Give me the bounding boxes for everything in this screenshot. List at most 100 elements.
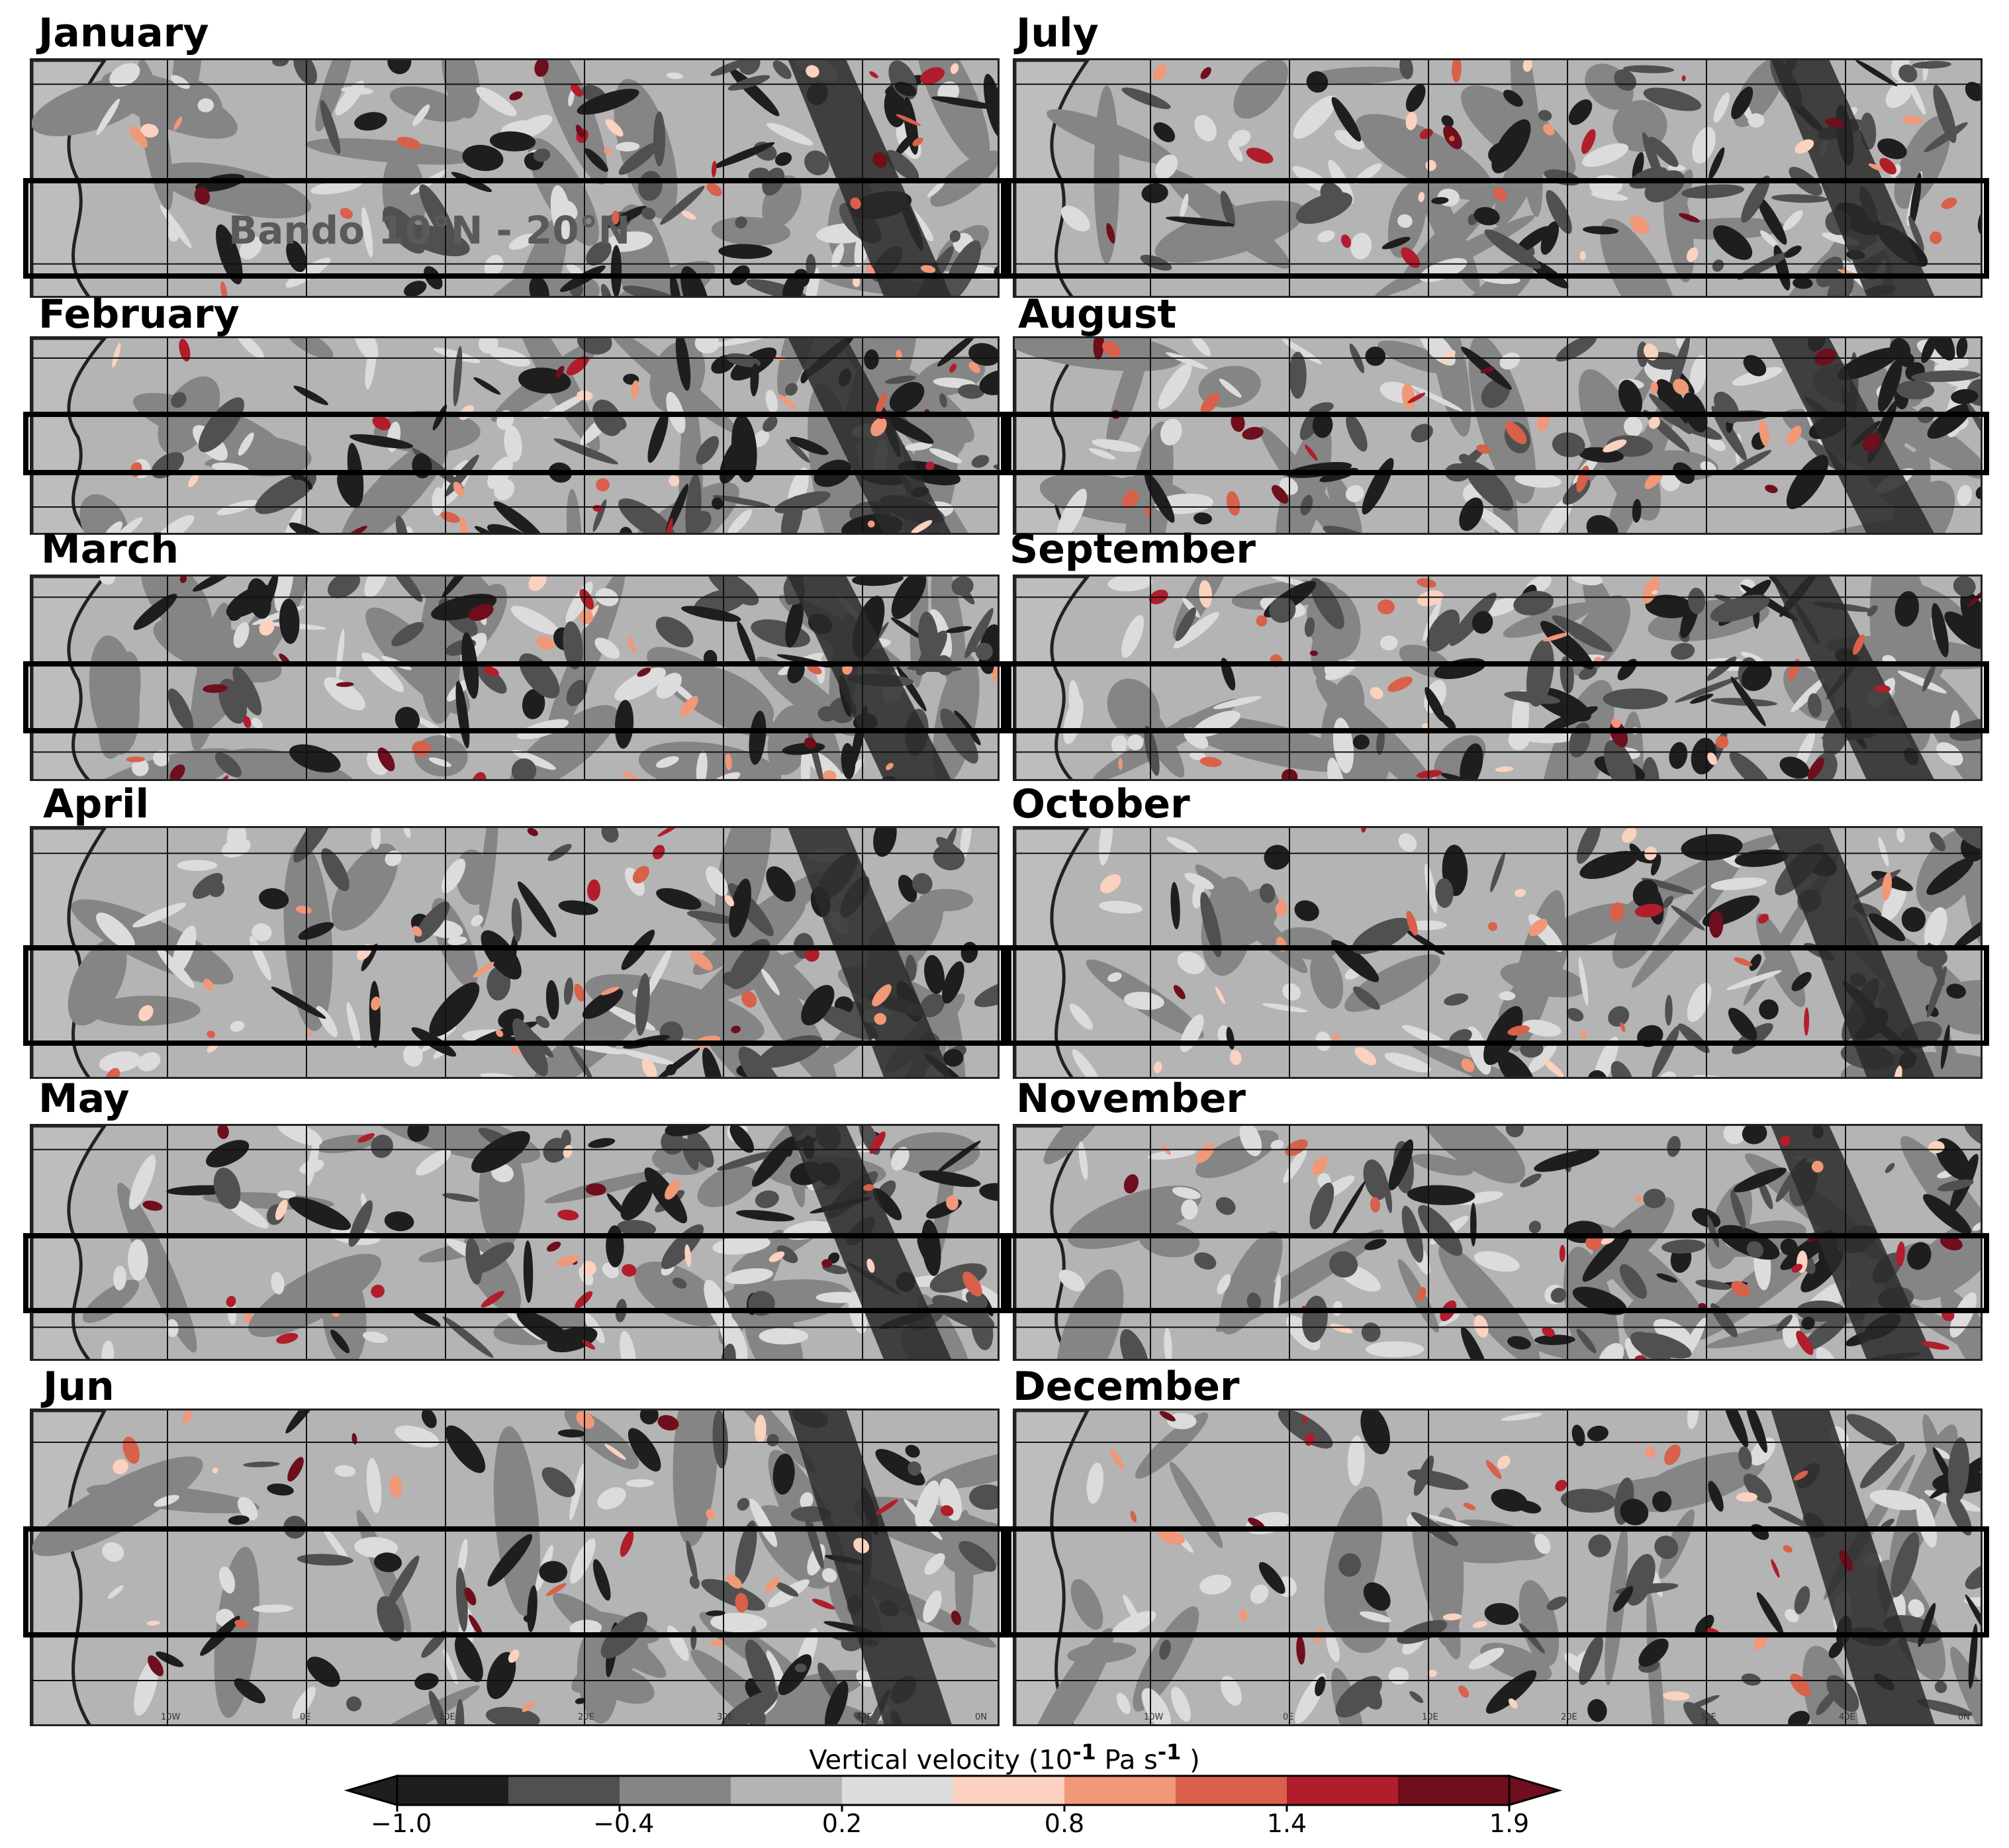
contour-region	[1571, 1424, 1585, 1447]
contour-region	[1643, 1188, 1666, 1209]
contour-region	[239, 236, 262, 259]
updraft-spot	[579, 610, 594, 625]
velocity-field	[1015, 60, 1981, 296]
contour-region	[1070, 1579, 1103, 1630]
contour-region	[243, 1461, 280, 1467]
contour-region	[852, 577, 904, 586]
contour-region	[1317, 230, 1335, 243]
contour-region	[706, 772, 741, 779]
updraft-spot	[1609, 721, 1628, 748]
contour-region	[1617, 659, 1638, 680]
coastline	[32, 1410, 107, 1724]
updraft-spot	[622, 1264, 637, 1277]
updraft-spot	[852, 276, 861, 287]
contour-region	[718, 1229, 786, 1344]
updraft-spot	[1645, 1446, 1656, 1457]
updraft-spot	[1285, 1139, 1308, 1156]
contour-region	[277, 1190, 297, 1199]
updraft-spot	[1311, 1156, 1328, 1176]
contour-region	[1949, 1292, 1977, 1338]
contour-region	[924, 954, 945, 994]
longitude-label: 40E	[1839, 1712, 1855, 1722]
updraft-spot	[1419, 128, 1433, 140]
contour-region	[1750, 1524, 1769, 1540]
updraft-spot	[850, 197, 861, 210]
contour-region	[1223, 888, 1280, 947]
contour-region	[889, 382, 925, 413]
contour-region	[831, 243, 845, 268]
contour-region	[718, 244, 772, 259]
updraft-spot	[1542, 632, 1570, 642]
colorbar-tick-label: −0.4	[593, 1809, 655, 1838]
contour-region	[1534, 1149, 1600, 1172]
updraft-spot	[724, 895, 735, 907]
updraft-spot	[1099, 874, 1121, 894]
panel-title: September	[1009, 526, 1256, 573]
colorbar-tick-label: 0.8	[1044, 1809, 1085, 1838]
contour-region	[1444, 993, 1469, 1006]
updraft-spot	[571, 83, 583, 97]
contour-region	[1338, 1553, 1362, 1577]
updraft-spot	[1555, 1479, 1567, 1492]
contour-region	[1250, 1584, 1269, 1604]
contour-region	[285, 1410, 323, 1434]
contour-region	[1642, 757, 1660, 779]
contour-region	[1576, 1328, 1597, 1354]
updraft-spot	[1771, 1559, 1780, 1578]
contour-region	[553, 438, 618, 465]
contour-region	[1911, 665, 1981, 779]
contour-region	[1302, 1295, 1328, 1343]
updraft-spot	[1275, 901, 1287, 916]
contour-region	[1180, 193, 1189, 219]
longitude-label: 10E	[1422, 1712, 1438, 1722]
updraft-spot	[1405, 112, 1417, 130]
updraft-spot	[1333, 1033, 1340, 1042]
contour-region	[353, 338, 379, 361]
updraft-spot	[585, 1183, 606, 1196]
updraft-spot	[371, 1284, 385, 1298]
contour-region	[533, 148, 551, 162]
contour-region	[786, 439, 810, 463]
contour-region	[1951, 389, 1979, 404]
updraft-spot	[276, 1332, 299, 1344]
contour-region	[1213, 696, 1262, 710]
contour-region	[1587, 1425, 1609, 1442]
contour-region	[1646, 1591, 1665, 1724]
contour-region	[412, 104, 430, 126]
contour-region	[286, 338, 334, 359]
updraft-spot	[1387, 676, 1413, 692]
contour-region	[1310, 950, 1344, 1009]
contour-region	[1217, 1025, 1229, 1042]
contour-region	[154, 1495, 179, 1507]
contour-region	[717, 1151, 776, 1171]
contour-region	[233, 622, 250, 648]
contour-region	[1801, 1317, 1815, 1330]
contour-region	[774, 152, 792, 166]
contour-region	[1802, 1315, 1847, 1352]
updraft-spot	[726, 1574, 742, 1589]
contour-region	[232, 667, 262, 716]
contour-region	[455, 1567, 468, 1632]
contour-region	[923, 1591, 942, 1623]
contour-region	[1923, 1194, 1971, 1234]
contour-region	[983, 73, 998, 138]
updraft-spot	[357, 1133, 375, 1143]
updraft-spot	[1407, 393, 1426, 404]
contour-region	[477, 665, 507, 694]
contour-region	[1965, 1561, 1981, 1590]
contour-region	[387, 60, 412, 75]
contour-region	[1289, 351, 1307, 399]
updraft-spot	[183, 1410, 192, 1424]
contour-region	[570, 1538, 596, 1584]
updraft-spot	[173, 116, 183, 131]
updraft-spot	[821, 1259, 833, 1268]
contour-region	[478, 338, 498, 354]
updraft-spot	[620, 1530, 634, 1557]
contour-region	[153, 750, 169, 766]
contour-region	[1515, 472, 1562, 488]
contour-region	[288, 1197, 351, 1230]
contour-region	[462, 144, 504, 171]
contour-region	[170, 75, 190, 89]
contour-region	[1960, 590, 1981, 645]
contour-region	[1710, 594, 1770, 622]
